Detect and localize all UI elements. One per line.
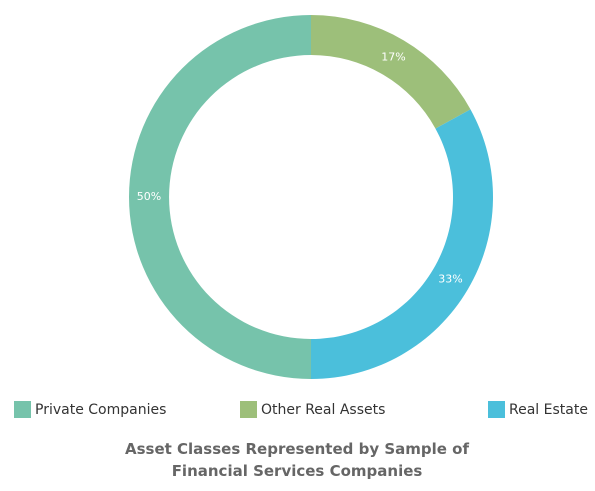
donut-slice	[311, 109, 493, 379]
legend-label: Real Estate	[509, 402, 588, 418]
value-label: 17%	[381, 51, 405, 64]
donut-slice	[311, 15, 471, 129]
chart: 50% 17% 33% Private Companies Other Real Ass…	[14, 15, 588, 418]
value-label: 50%	[137, 190, 161, 203]
legend-swatch	[488, 401, 505, 418]
legend-swatch	[240, 401, 257, 418]
legend-label: Other Real Assets	[261, 402, 385, 418]
donut-slice	[129, 15, 311, 379]
value-label: 33%	[438, 272, 462, 285]
legend-swatch	[14, 401, 31, 418]
legend-label: Private Companies	[35, 402, 166, 418]
chart-title: Asset Classes Represented by Sample of F…	[125, 440, 469, 480]
